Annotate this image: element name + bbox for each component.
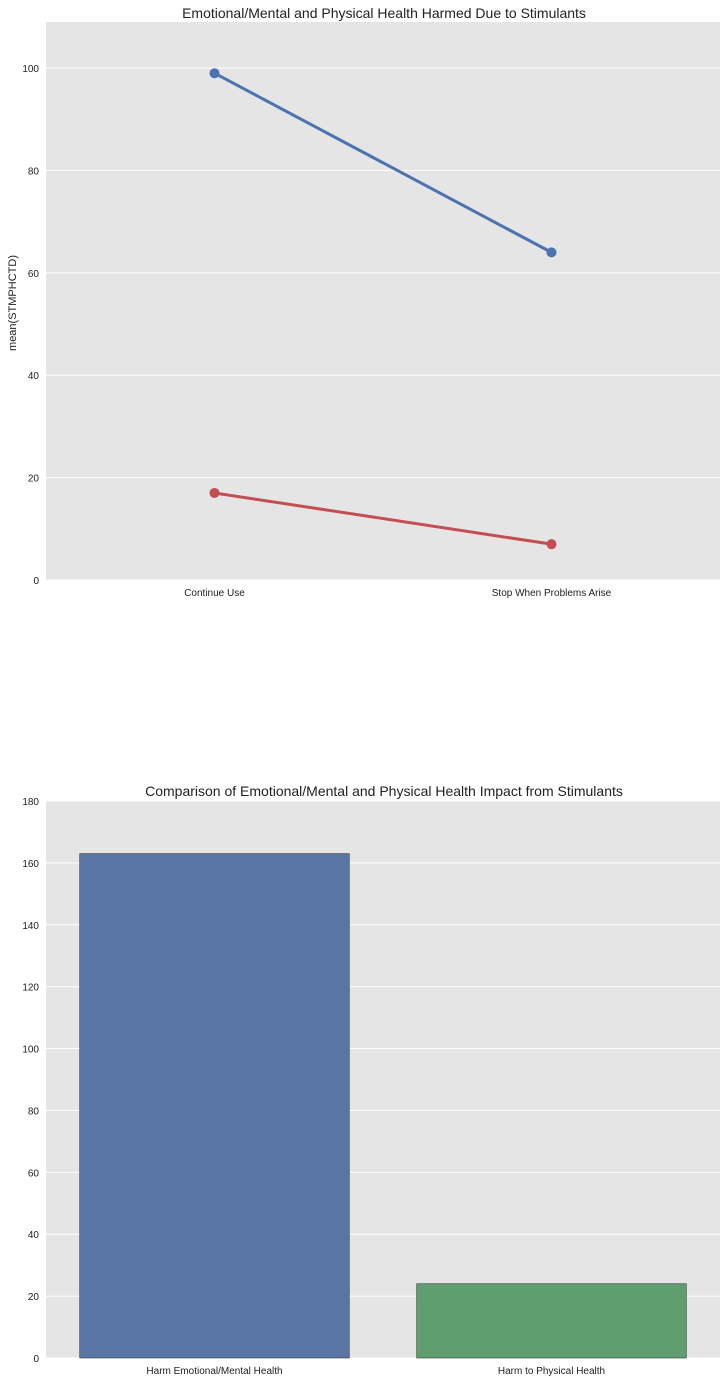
- x-tick-label: Harm to Physical Health: [498, 1366, 605, 1377]
- y-tick-label: 60: [28, 1168, 40, 1179]
- plot-area: [46, 22, 720, 580]
- y-tick-label: 120: [22, 983, 39, 994]
- data-point: [546, 247, 557, 258]
- x-tick-label: Harm Emotional/Mental Health: [146, 1366, 282, 1377]
- data-point: [209, 68, 220, 79]
- y-tick-label: 160: [22, 859, 39, 870]
- x-tick-label: Stop When Problems Arise: [492, 588, 612, 599]
- y-tick-label: 0: [33, 1354, 39, 1365]
- chart-title: Emotional/Mental and Physical Health Har…: [182, 5, 586, 21]
- x-axis: Continue Use Stop When Problems Arise: [184, 588, 611, 599]
- x-axis: Harm Emotional/Mental Health Harm to Phys…: [146, 1366, 605, 1377]
- series-line: [214, 491, 552, 546]
- bar-chart: Comparison of Emotional/Mental and Physi…: [22, 783, 720, 1377]
- y-tick-label: 80: [28, 166, 40, 177]
- y-axis: 0 20 40 60 80 100 120 140 160 180: [22, 797, 39, 1365]
- y-tick-label: 140: [22, 921, 39, 932]
- y-axis: 0 20 40 60 80 100: [22, 64, 39, 587]
- data-point: [546, 539, 557, 550]
- y-tick-label: 100: [22, 64, 39, 75]
- y-tick-label: 60: [28, 269, 40, 280]
- bar: [416, 1283, 687, 1359]
- bars-group: [79, 853, 687, 1359]
- y-tick-label: 20: [28, 474, 40, 485]
- bar: [79, 853, 350, 1359]
- y-tick-label: 40: [28, 371, 40, 382]
- y-tick-label: 40: [28, 1230, 40, 1241]
- chart-title: Comparison of Emotional/Mental and Physi…: [145, 783, 623, 799]
- y-tick-label: 20: [28, 1292, 40, 1303]
- series-group: [209, 68, 557, 550]
- grid: [46, 67, 720, 581]
- y-tick-label: 100: [22, 1045, 39, 1056]
- y-tick-label: 0: [33, 576, 39, 587]
- y-axis-label: mean(STMPHCTD): [7, 255, 19, 351]
- series-line: [213, 71, 553, 254]
- y-tick-label: 80: [28, 1106, 40, 1117]
- y-tick-label: 180: [22, 797, 39, 808]
- data-point: [209, 487, 220, 498]
- x-tick-label: Continue Use: [184, 588, 245, 599]
- line-chart: Emotional/Mental and Physical Health Har…: [7, 5, 720, 599]
